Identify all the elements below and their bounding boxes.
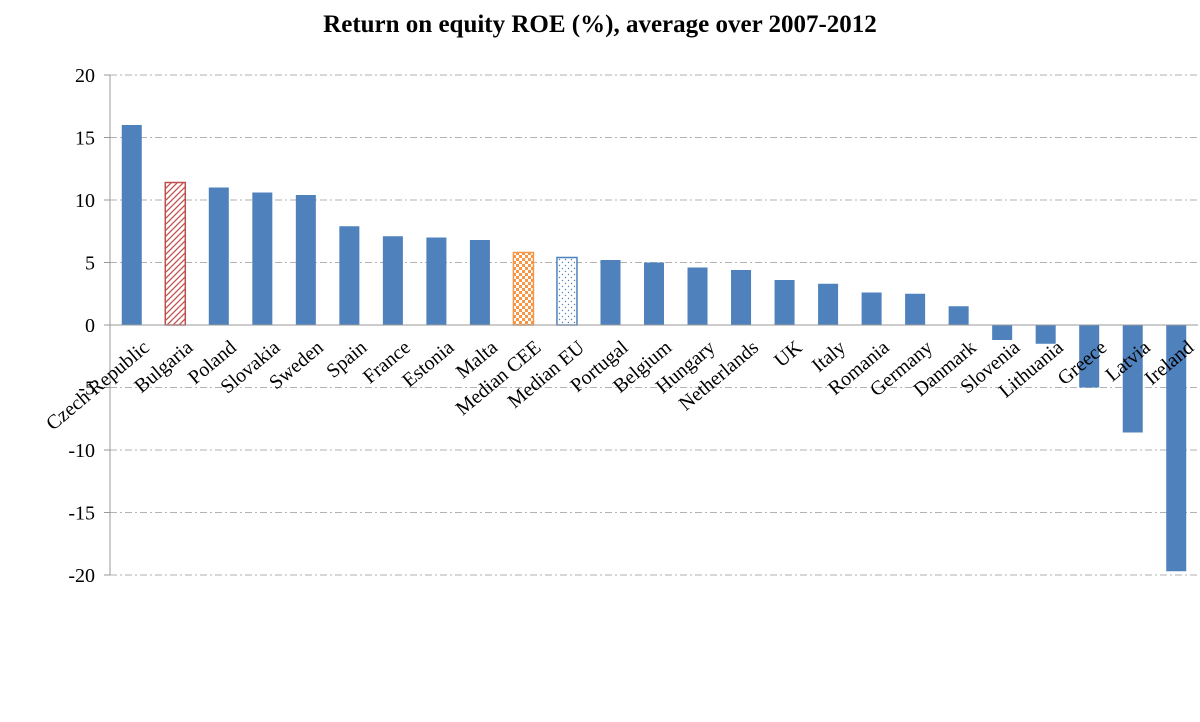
- bar: [252, 192, 273, 325]
- x-tick-label: UK: [770, 336, 807, 372]
- bar: [121, 125, 142, 325]
- bar: [295, 195, 316, 325]
- y-tick-label: 15: [75, 128, 95, 150]
- bar: [905, 293, 926, 325]
- bar: [556, 256, 578, 326]
- bar: [992, 325, 1013, 340]
- bar: [948, 306, 969, 325]
- bar: [208, 187, 229, 325]
- bar: [774, 280, 795, 325]
- bar: [426, 237, 447, 325]
- bar: [1122, 325, 1143, 433]
- bar: [1166, 325, 1187, 572]
- bar: [512, 251, 535, 326]
- y-tick-label: -5: [78, 378, 95, 400]
- y-tick-label: 0: [85, 315, 95, 337]
- y-tick-label: 5: [85, 253, 95, 275]
- bar: [861, 292, 882, 325]
- bar: [1035, 325, 1056, 344]
- chart-title: Return on equity ROE (%), average over 2…: [323, 11, 877, 38]
- y-tick-label: 20: [75, 65, 95, 87]
- bar: [818, 283, 839, 325]
- bar: [687, 267, 708, 325]
- bar: [469, 240, 490, 325]
- y-tick-label: -10: [68, 440, 95, 462]
- y-tick-label: -15: [68, 503, 95, 525]
- bar: [339, 226, 360, 325]
- bar: [164, 181, 187, 326]
- bar: [382, 236, 403, 325]
- bar: [1079, 325, 1100, 388]
- y-tick-label: -20: [68, 565, 95, 587]
- y-tick-label: 10: [75, 190, 95, 212]
- bar: [731, 270, 752, 325]
- bar: [643, 262, 665, 325]
- bar: [600, 260, 621, 325]
